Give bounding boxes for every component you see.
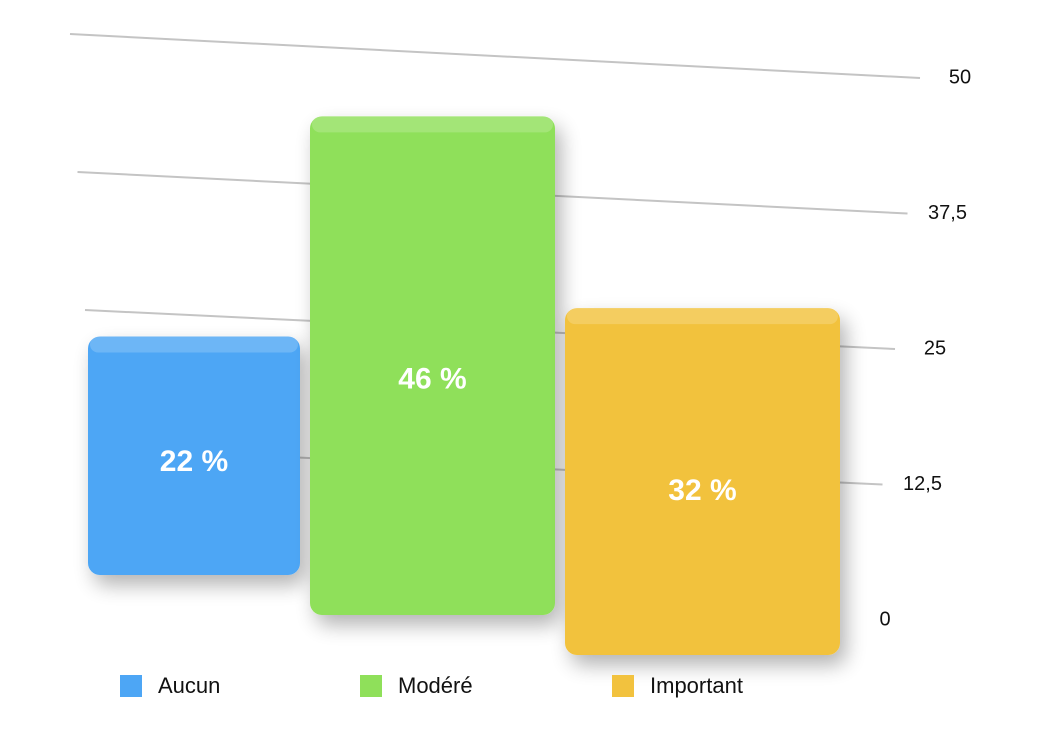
legend-swatch (612, 675, 634, 697)
value-label: 32 % (668, 474, 736, 507)
y-tick-label: 37,5 (928, 202, 967, 224)
legend-label: Modéré (398, 673, 473, 698)
bar (565, 308, 840, 655)
bar-top (567, 308, 838, 325)
legend-label: Important (650, 673, 743, 698)
legend-label: Aucun (158, 673, 220, 698)
y-tick-label: 50 (949, 66, 971, 88)
legend-swatch (360, 675, 382, 697)
grid-line (69, 33, 921, 79)
value-label: 46 % (398, 363, 466, 396)
y-tick-label: 25 (924, 337, 946, 359)
legend: Aucun Modéré Important (120, 673, 743, 698)
bar-top (90, 336, 298, 353)
bars: 22 % 46 % 32 % (88, 116, 840, 655)
bar (88, 336, 300, 575)
y-tick-label: 12,5 (903, 473, 942, 495)
bar-top (312, 116, 553, 133)
y-tick-label: 0 (879, 608, 890, 630)
legend-swatch (120, 675, 142, 697)
bar (310, 116, 555, 616)
value-label: 22 % (160, 445, 228, 478)
